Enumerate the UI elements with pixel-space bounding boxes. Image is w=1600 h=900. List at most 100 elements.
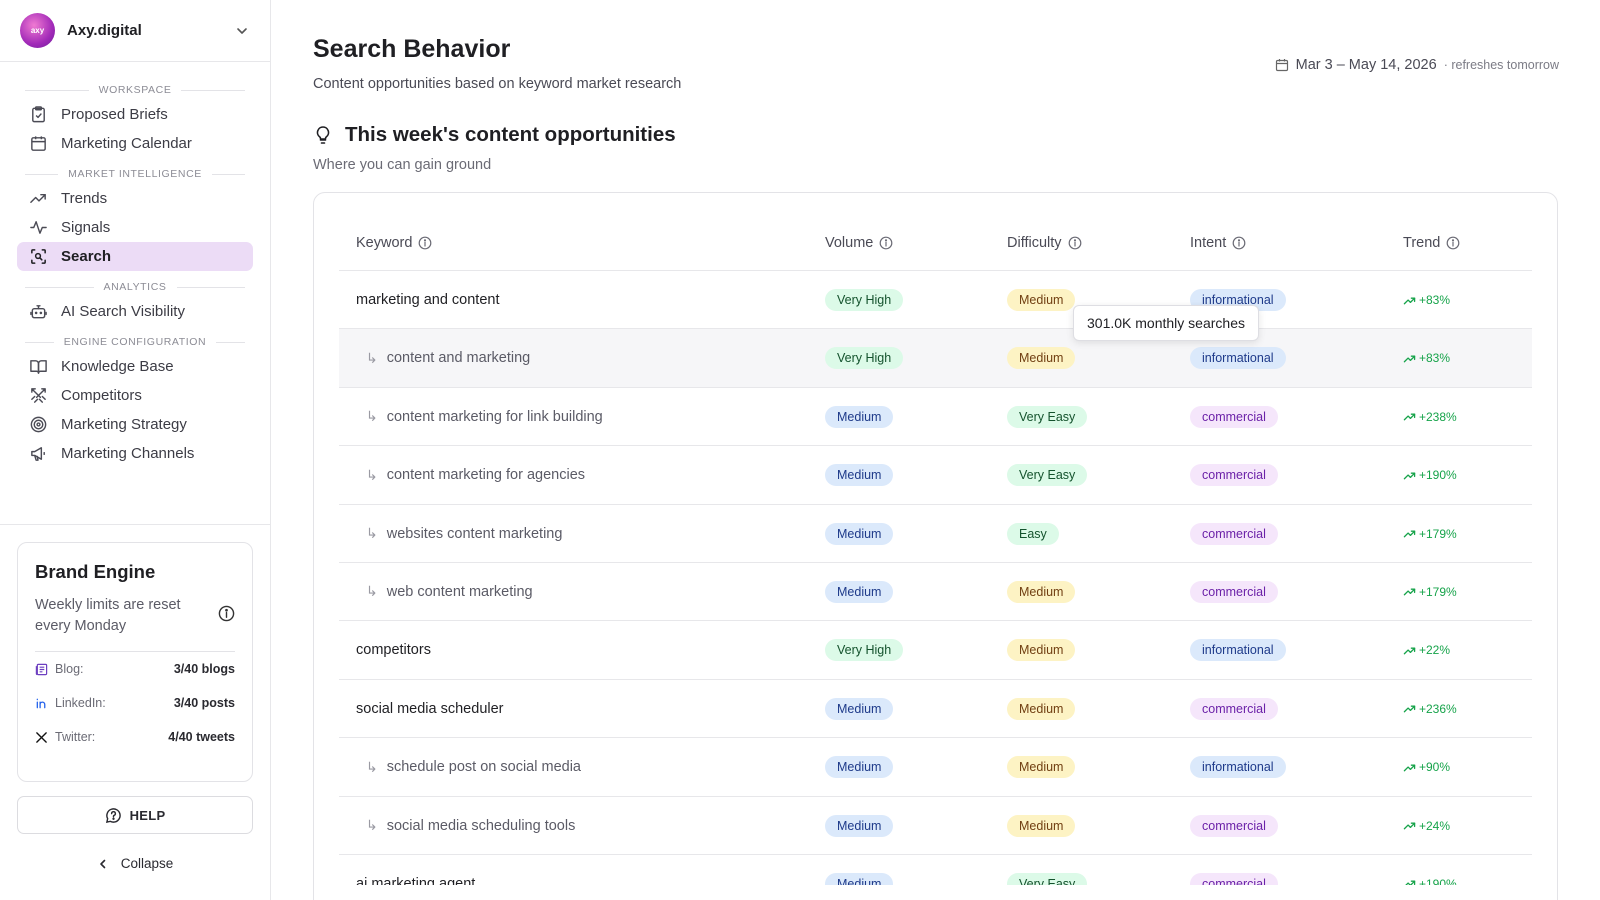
trend-cell: +179% xyxy=(1403,505,1457,563)
table-row[interactable]: social media scheduler Medium Medium commer… xyxy=(339,680,1532,739)
trend-value: +22% xyxy=(1419,643,1451,658)
table-row[interactable]: ↳ social media scheduling tools Medium Medi… xyxy=(339,797,1532,855)
table-row[interactable]: competitors Very High Medium informational +… xyxy=(339,621,1532,680)
trending-up-icon xyxy=(1403,705,1416,713)
keyword-text: websites content marketing xyxy=(386,525,563,542)
volume-badge[interactable]: Medium xyxy=(825,464,894,487)
trend-cell: +179% xyxy=(1403,563,1457,621)
keyword-cell: ↳ websites content marketing xyxy=(356,505,562,563)
keyword-cell: ↳ content and marketing xyxy=(356,329,530,387)
calendar-icon xyxy=(31,136,46,151)
volume-badge[interactable]: Medium xyxy=(825,756,894,779)
info-icon[interactable] xyxy=(1232,236,1246,250)
volume-badge[interactable]: Very High xyxy=(825,289,904,311)
difficulty-cell: Medium xyxy=(1007,271,1076,329)
bot-icon xyxy=(30,305,47,319)
sidebar-item-marketing-channels[interactable]: Marketing Channels xyxy=(17,439,253,468)
volume-badge[interactable]: Medium xyxy=(825,697,894,720)
sidebar-item-competitors[interactable]: Competitors xyxy=(17,381,253,410)
trending-up-icon xyxy=(1403,472,1416,480)
trend-value: +179% xyxy=(1419,526,1457,541)
trend-cell: +83% xyxy=(1403,329,1450,387)
trending-up-icon xyxy=(1403,413,1416,421)
intent-badge: informational xyxy=(1190,756,1286,779)
intent-cell: commercial xyxy=(1190,855,1278,885)
volume-cell: Very High xyxy=(825,329,904,387)
limit-label: Blog: xyxy=(55,662,84,676)
brand-engine-card: Brand Engine Weekly limits are reset eve… xyxy=(17,542,253,782)
sidebar-item-knowledge-base[interactable]: Knowledge Base xyxy=(17,352,253,381)
sidebar-item-label: Knowledge Base xyxy=(61,358,174,375)
sidebar: axy Axy.digital WORKSPACE Proposed Brief… xyxy=(0,0,271,900)
info-icon[interactable] xyxy=(218,605,235,622)
keyword-text: schedule post on social media xyxy=(386,759,581,776)
info-icon[interactable] xyxy=(1068,236,1082,250)
difficulty-badge: Medium xyxy=(1007,639,1076,662)
column-header-trend: Trend xyxy=(1403,235,1460,251)
keyword-text: web content marketing xyxy=(386,583,533,600)
collapse-button[interactable]: Collapse xyxy=(17,856,253,871)
difficulty-badge: Very Easy xyxy=(1007,464,1088,487)
table-row[interactable]: ↳ web content marketing Medium Medium commer… xyxy=(339,563,1532,622)
brand-engine-title: Brand Engine xyxy=(35,561,156,582)
sidebar-item-signals[interactable]: Signals xyxy=(17,213,253,242)
volume-badge[interactable]: Very High xyxy=(825,347,904,370)
volume-badge[interactable]: Very High xyxy=(825,639,904,662)
table-row[interactable]: ↳ schedule post on social media Medium Medi… xyxy=(339,738,1532,797)
table-row[interactable]: ↳ content and marketing Very High Medium inf… xyxy=(339,329,1532,388)
difficulty-badge: Medium xyxy=(1007,580,1076,603)
keyword-cell: ↳ web content marketing xyxy=(356,563,533,621)
info-icon[interactable] xyxy=(1446,236,1460,250)
volume-badge[interactable]: Medium xyxy=(825,580,894,603)
limit-row-linkedin: LinkedIn: 3/40 posts xyxy=(35,686,235,720)
trending-up-icon xyxy=(30,193,46,204)
table-row[interactable]: marketing and content Very High Medium info… xyxy=(339,271,1532,330)
info-icon[interactable] xyxy=(879,236,893,250)
chevron-left-icon xyxy=(99,859,106,868)
keyword-cell: social media scheduler xyxy=(356,680,504,738)
org-name: Axy.digital xyxy=(67,22,142,39)
sidebar-item-search[interactable]: Search xyxy=(17,242,253,271)
limit-row-twitter: Twitter: 4/40 tweets xyxy=(35,720,235,754)
volume-tooltip: 301.0K monthly searches xyxy=(1073,305,1259,341)
volume-cell: Medium xyxy=(825,388,894,446)
sidebar-item-ai-search-visibility[interactable]: AI Search Visibility xyxy=(17,297,253,326)
intent-cell: commercial xyxy=(1190,797,1278,855)
clipboard-check-icon xyxy=(32,106,45,123)
intent-cell: commercial xyxy=(1190,563,1278,621)
column-header-intent: Intent xyxy=(1190,235,1246,251)
volume-badge[interactable]: Medium xyxy=(825,522,894,545)
keyword-cell: competitors xyxy=(356,621,431,679)
table-header: Keyword Volume Difficulty Intent xyxy=(339,193,1532,271)
volume-cell: Medium xyxy=(825,563,894,621)
trend-value: +179% xyxy=(1419,584,1457,599)
volume-badge[interactable]: Medium xyxy=(825,814,894,837)
sidebar-item-marketing-calendar[interactable]: Marketing Calendar xyxy=(17,129,253,158)
sidebar-item-marketing-strategy[interactable]: Marketing Strategy xyxy=(17,410,253,439)
opportunities-table: Keyword Volume Difficulty Intent xyxy=(313,192,1558,900)
date-range[interactable]: Mar 3 – May 14, 2026 · refreshes tomorro… xyxy=(1275,57,1559,73)
trend-value: +236% xyxy=(1419,701,1457,716)
table-row[interactable]: ↳ content marketing for agencies Medium Ver… xyxy=(339,446,1532,505)
difficulty-badge: Medium xyxy=(1007,756,1076,779)
keyword-cell: ↳ schedule post on social media xyxy=(356,738,581,796)
info-icon[interactable] xyxy=(418,236,432,250)
trend-cell: +90% xyxy=(1403,738,1450,796)
trend-value: +83% xyxy=(1419,351,1451,366)
sidebar-item-label: Signals xyxy=(61,219,111,236)
volume-badge[interactable]: Medium xyxy=(825,405,894,428)
table-row[interactable]: ↳ websites content marketing Medium Easy com… xyxy=(339,505,1532,563)
sidebar-item-proposed-briefs[interactable]: Proposed Briefs xyxy=(17,100,253,129)
chevron-down-icon[interactable] xyxy=(234,23,250,39)
keyword-cell: marketing and content xyxy=(356,271,499,329)
column-header-label: Volume xyxy=(825,235,874,251)
org-switcher[interactable]: axy Axy.digital xyxy=(0,0,270,62)
sidebar-item-trends[interactable]: Trends xyxy=(17,184,253,213)
help-button[interactable]: HELP xyxy=(17,796,253,834)
trend-value: +190% xyxy=(1419,468,1457,483)
volume-badge[interactable]: Medium xyxy=(825,872,894,885)
table-row[interactable]: ↳ content marketing for link building Medi… xyxy=(339,388,1532,447)
table-row[interactable]: ai marketing agent Medium Very Easy commerc… xyxy=(339,855,1532,885)
limit-row-blog: Blog: 3/40 blogs xyxy=(35,652,235,686)
swords-icon xyxy=(31,388,46,403)
